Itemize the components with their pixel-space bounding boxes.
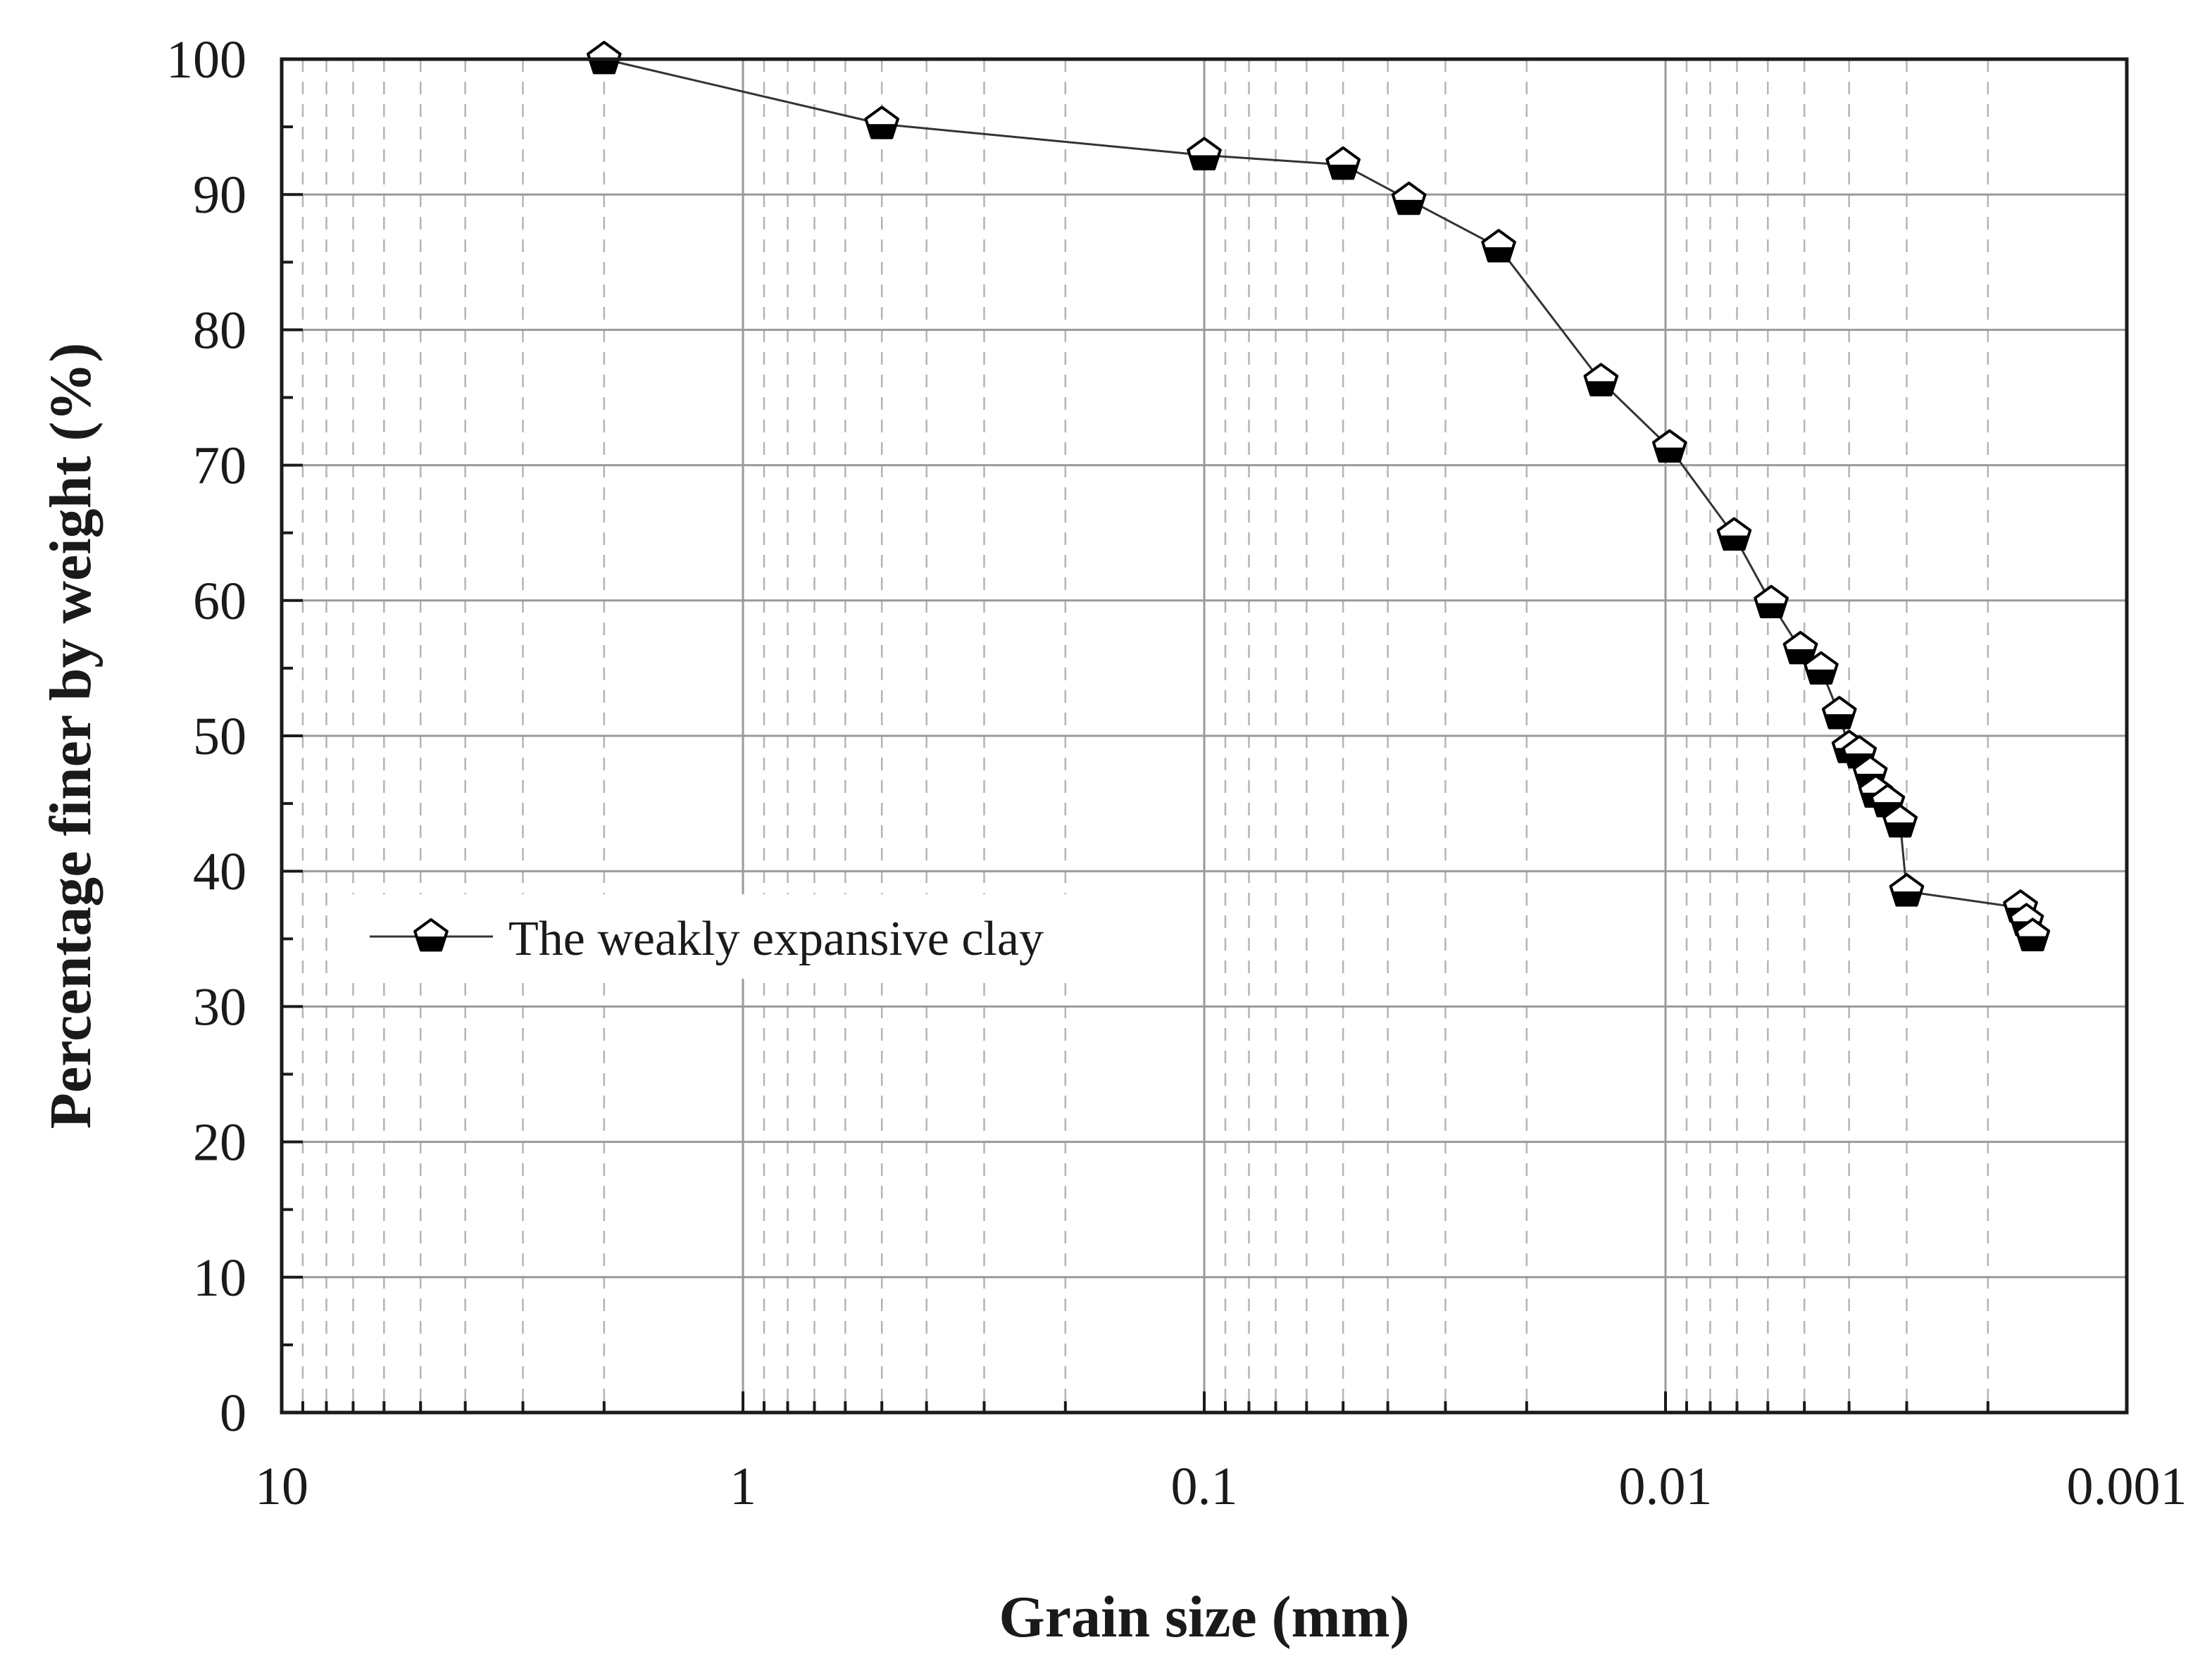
x-tick-label-4: 0.001	[2067, 1457, 2187, 1516]
x-tick-label-1: 1	[730, 1457, 756, 1516]
y-tick-label-6: 60	[193, 572, 246, 631]
legend-entry-label: The weakly expansive clay	[508, 912, 1044, 966]
y-tick-label-10: 100	[166, 30, 246, 89]
data-point-0-2	[1187, 137, 1222, 170]
data-point-0-6	[1583, 363, 1619, 396]
y-tick-label-1: 10	[193, 1248, 246, 1308]
y-tick-label-3: 30	[193, 977, 246, 1037]
data-point-0-19	[1889, 873, 1925, 907]
y-tick-label-5: 50	[193, 707, 246, 766]
series-line-0	[604, 58, 2034, 937]
data-point-0-3	[1325, 146, 1361, 180]
data-point-0-7	[1651, 429, 1687, 463]
y-tick-label-8: 80	[193, 301, 246, 360]
data-point-0-1	[864, 106, 899, 139]
x-tick-label-0: 10	[255, 1457, 308, 1516]
y-tick-label-2: 20	[193, 1113, 246, 1172]
legend: The weakly expansive clay	[352, 894, 1162, 979]
data-point-0-8	[1716, 517, 1752, 551]
data-point-0-11	[1804, 651, 1839, 685]
data-point-0-23	[2015, 918, 2051, 951]
marker-layer	[587, 41, 2051, 951]
y-tick-label-7: 70	[193, 437, 246, 496]
data-point-0-5	[1481, 229, 1516, 263]
data-point-0-12	[1821, 696, 1857, 730]
x-tick-label-3: 0.01	[1619, 1457, 1713, 1516]
legend-marker-icon	[413, 918, 449, 952]
data-point-0-10	[1782, 630, 1818, 665]
legend-pentagon-icon	[413, 918, 449, 952]
x-axis-title: Grain size (mm)	[999, 1584, 1409, 1650]
plot-frame	[280, 57, 2129, 1415]
data-point-0-9	[1754, 584, 1789, 619]
data-point-0-4	[1391, 181, 1427, 215]
data-point-0-18	[1882, 804, 1918, 838]
y-tick-label-4: 40	[193, 842, 246, 901]
y-tick-label-0: 0	[220, 1384, 246, 1443]
x-tick-label-2: 0.1	[1171, 1457, 1238, 1516]
series-line-layer	[604, 58, 2034, 937]
y-axis-title: Percentage finer by weight (%)	[38, 343, 104, 1129]
y-tick-label-9: 90	[193, 165, 246, 225]
